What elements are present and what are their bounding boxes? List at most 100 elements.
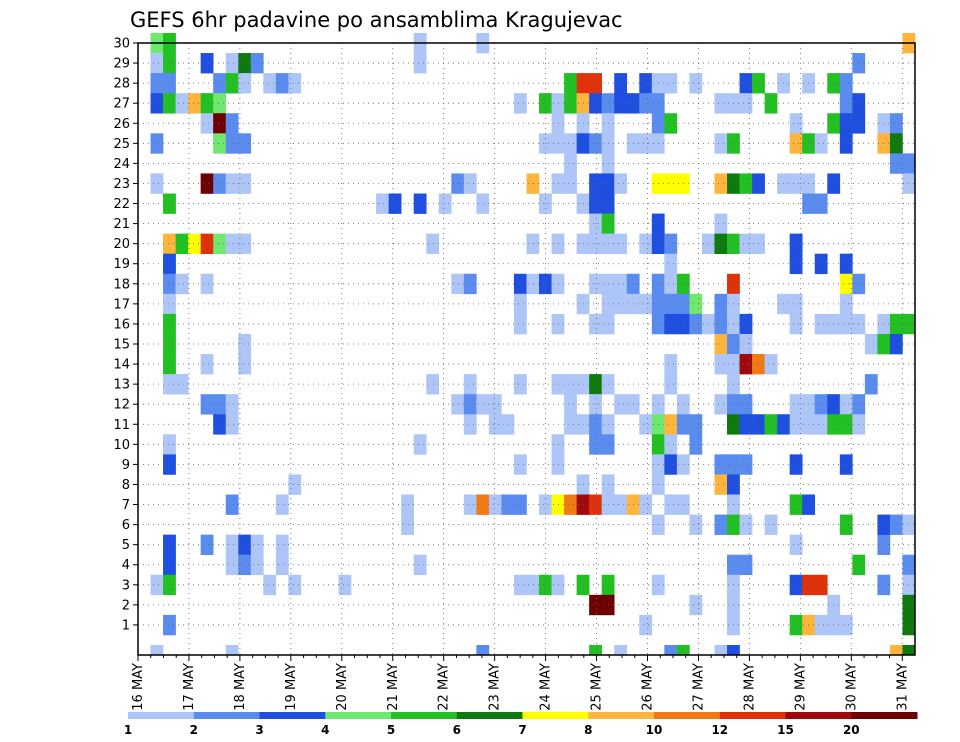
heatmap-cell <box>238 133 252 154</box>
colorbar-swatch <box>588 712 655 719</box>
colorbar-label: 20 <box>843 723 860 737</box>
colorbar: 1 2 3 4 5 6 7 8 10 12 15 20 <box>124 712 918 737</box>
colorbar-swatch <box>719 712 786 719</box>
y-tick-label: 19 <box>113 257 130 272</box>
heatmap-cell <box>163 53 176 74</box>
x-tick-label: 25 MAY <box>590 663 605 711</box>
heatmap-cell <box>150 133 164 154</box>
heatmap-cell <box>789 414 803 435</box>
y-tick-label: 3 <box>122 578 130 593</box>
heatmap-cell <box>564 93 577 114</box>
heatmap-cell <box>463 374 477 395</box>
heatmap-cell <box>551 133 565 154</box>
heatmap-cell <box>589 193 602 214</box>
heatmap-cell <box>476 494 490 515</box>
heatmap-cell <box>200 53 214 74</box>
heatmap-cell <box>213 173 227 194</box>
y-tick-label: 28 <box>113 77 130 92</box>
heatmap-cell <box>739 313 753 335</box>
heatmap-cell <box>839 273 853 295</box>
y-tick-label: 13 <box>113 378 130 393</box>
x-tick-label: 19 MAY <box>284 663 299 711</box>
heatmap-cell <box>714 474 728 495</box>
heatmap-cell <box>225 113 239 134</box>
heatmap-cell <box>513 313 527 335</box>
heatmap-cell <box>250 554 264 576</box>
heatmap-cell <box>513 273 527 295</box>
heatmap-cell <box>764 414 778 435</box>
heatmap-cell <box>426 233 440 254</box>
heatmap-cell <box>238 354 252 375</box>
heatmap-cell <box>213 133 227 154</box>
heatmap-cell <box>526 273 540 295</box>
heatmap-cell <box>551 113 565 134</box>
colorbar-label: 3 <box>255 723 263 737</box>
heatmap-cell <box>714 394 728 415</box>
heatmap-cell <box>501 414 515 435</box>
heatmap-cell <box>564 394 577 415</box>
heatmap-cell <box>789 494 803 515</box>
heatmap-cell <box>488 414 502 435</box>
heatmap-cell <box>200 233 214 254</box>
heatmap-cell <box>263 73 277 94</box>
heatmap-cell <box>200 534 214 555</box>
heatmap-cell <box>413 193 427 214</box>
x-tick-label: 27 MAY <box>692 663 707 711</box>
heatmap-cell <box>163 313 176 335</box>
heatmap-cell <box>564 173 577 194</box>
heatmap-cell <box>714 313 728 335</box>
heatmap-cell <box>426 374 440 395</box>
heatmap-cell <box>401 494 415 515</box>
colorbar-label: 1 <box>124 723 132 737</box>
y-tick-label: 24 <box>113 157 130 172</box>
heatmap-cell <box>213 73 227 94</box>
heatmap-cell <box>664 73 678 94</box>
x-tick-label: 30 MAY <box>844 663 859 711</box>
heatmap-cell <box>238 73 252 94</box>
heatmap-cell <box>739 233 753 254</box>
heatmap-cell <box>513 293 527 315</box>
heatmap-cell <box>689 434 703 455</box>
heatmap-cell <box>664 313 678 335</box>
heatmap-cell <box>639 614 653 636</box>
heatmap-cell <box>714 354 728 375</box>
heatmap-cell <box>639 73 653 94</box>
heatmap-cell <box>664 645 678 656</box>
heatmap-cell <box>589 394 602 415</box>
heatmap-cell <box>163 293 176 315</box>
heatmap-cell <box>839 514 853 535</box>
heatmap-cell <box>739 394 753 415</box>
colorbar-swatch <box>522 712 589 719</box>
heatmap-cell <box>150 645 164 656</box>
heatmap-cell <box>789 173 803 194</box>
heatmap-cell <box>889 133 903 154</box>
heatmap-cell <box>664 253 678 275</box>
heatmap-cell <box>664 374 678 395</box>
heatmap-cell <box>513 574 527 596</box>
heatmap-cell <box>814 133 828 154</box>
heatmap-cell <box>739 93 753 114</box>
heatmap-cell <box>238 333 252 355</box>
heatmap-cell <box>150 173 164 194</box>
heatmap-cell <box>789 614 803 636</box>
heatmap-cell <box>451 173 465 194</box>
heatmap-cell <box>250 534 264 555</box>
heatmap-cell <box>163 574 176 596</box>
heatmap-cell <box>764 93 778 114</box>
heatmap-cell <box>814 313 828 335</box>
heatmap-cell <box>639 133 653 154</box>
y-tick-label: 8 <box>122 478 130 493</box>
heatmap-cell <box>589 273 602 295</box>
colorbar-label: 2 <box>190 723 198 737</box>
heatmap-cell <box>238 53 252 74</box>
heatmap-cell <box>438 193 452 214</box>
heatmap-cell <box>714 293 728 315</box>
heatmap-cell <box>150 574 164 596</box>
y-tick-label: 2 <box>122 598 130 613</box>
heatmap-cell <box>614 273 628 295</box>
colorbar-label: 6 <box>453 723 461 737</box>
heatmap-cell <box>539 574 552 596</box>
heatmap-cell <box>739 454 753 475</box>
heatmap-cell <box>551 273 565 295</box>
heatmap-cell <box>789 313 803 335</box>
